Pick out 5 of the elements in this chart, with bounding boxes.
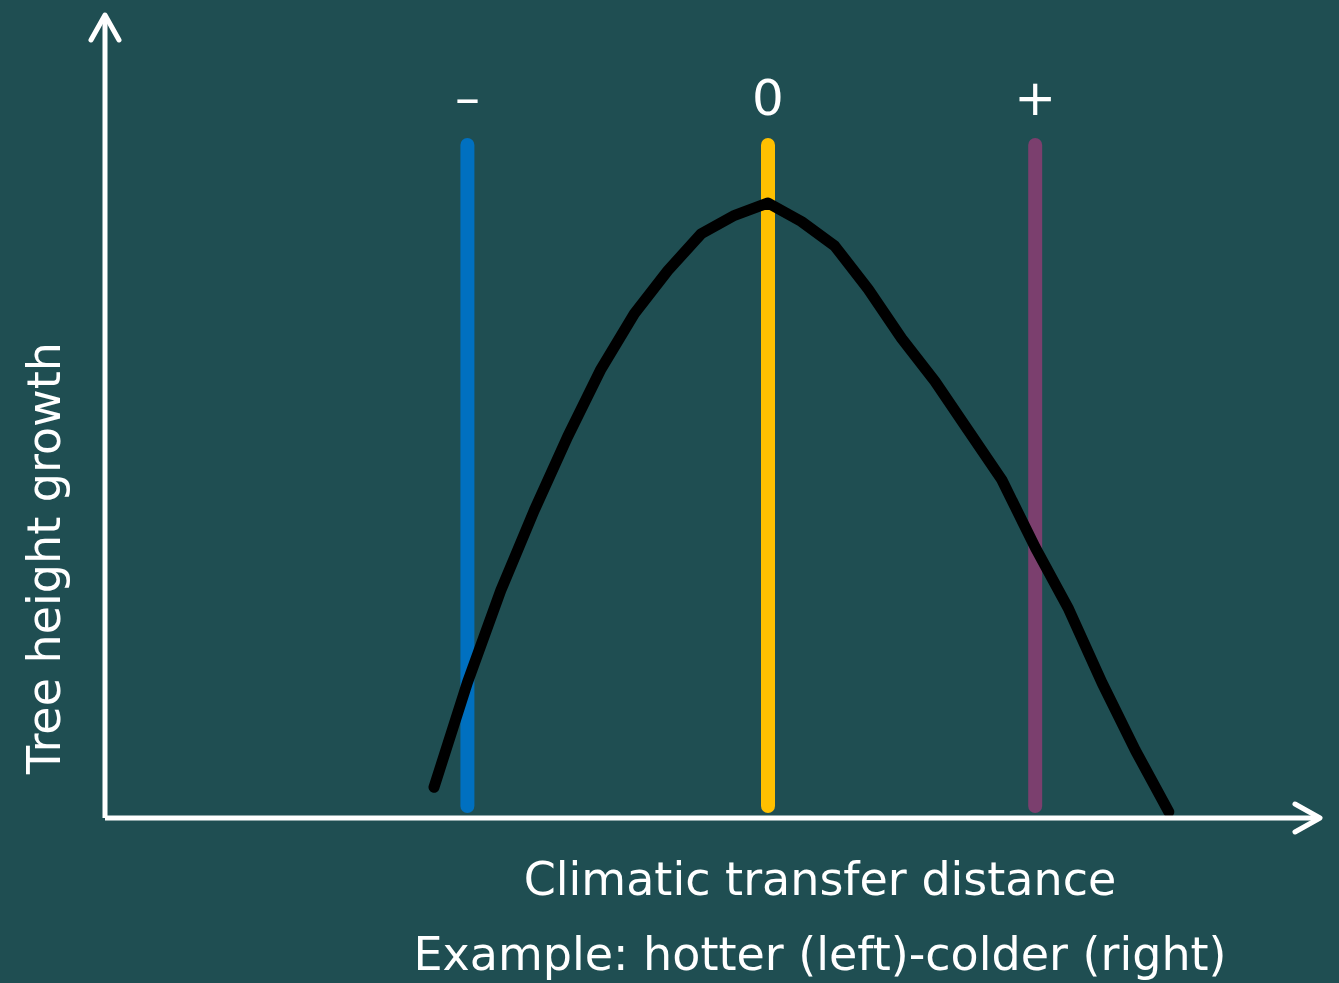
x-axis-title: Climatic transfer distance Example: hotter (left)-colder (right) — [413, 852, 1227, 981]
x-tick-label: 0 — [752, 69, 784, 127]
x-tick-label: – — [454, 69, 480, 127]
y-axis-title: Tree height growth — [17, 342, 71, 775]
x-tick-label: + — [1014, 69, 1057, 127]
